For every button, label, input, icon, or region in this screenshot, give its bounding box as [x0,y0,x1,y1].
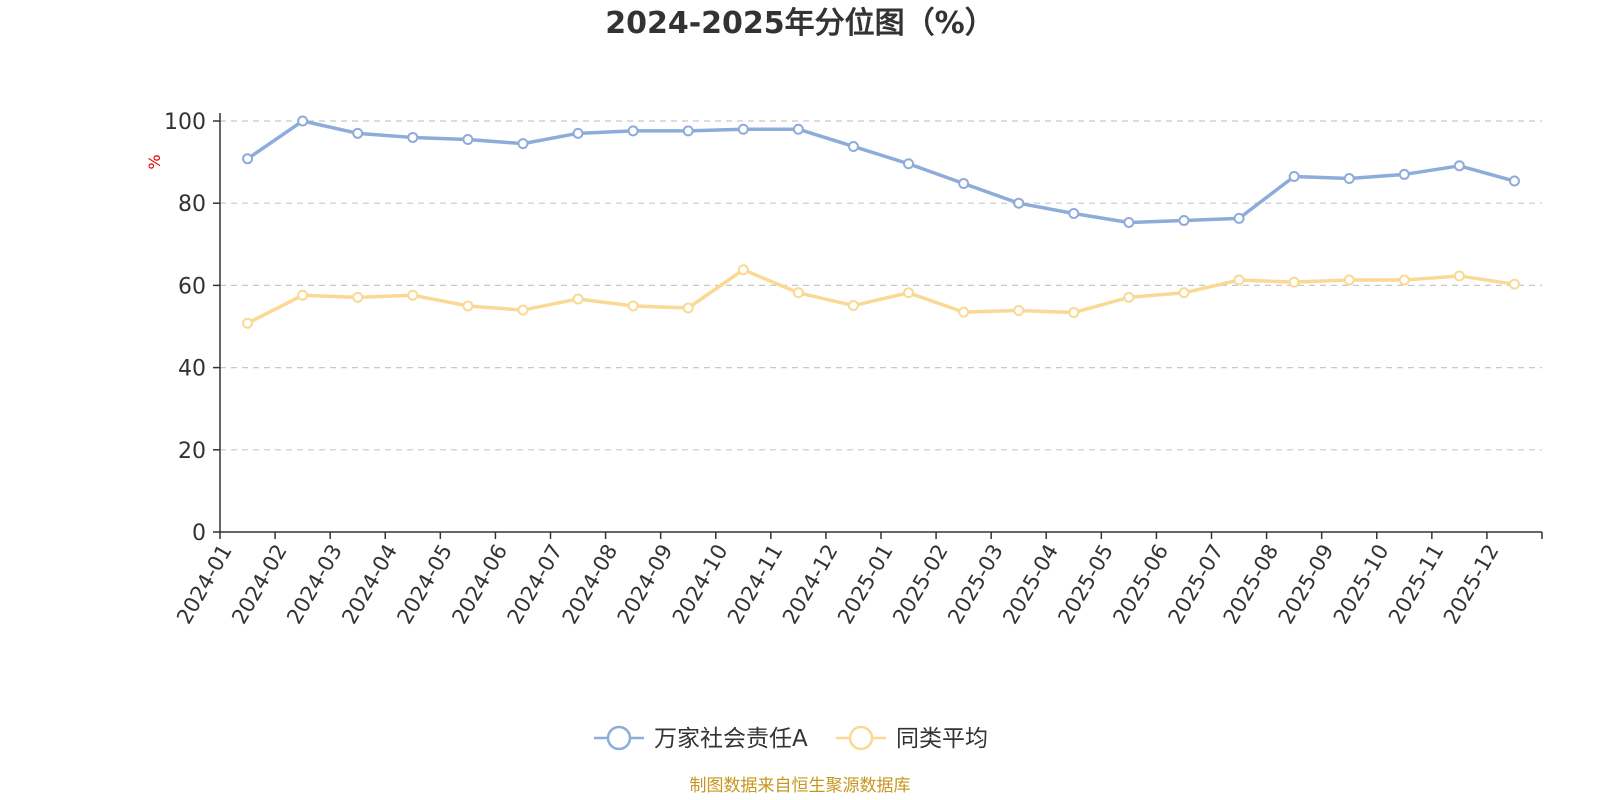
series-1-point-2025-12 [1508,278,1520,290]
series-0-point-2024-04 [407,131,419,143]
series-0-point-2024-11 [792,123,804,135]
series-1-point-2025-02 [958,306,970,318]
x-axis-tick-labels: 2024-012024-022024-032024-042024-052024-… [172,540,1504,628]
series-0-point-2024-02 [297,115,309,127]
series-1-point-2025-07 [1233,274,1245,286]
series-1-point-2024-05 [462,300,474,312]
series-1-point-2025-05 [1123,291,1135,303]
data-source-note: 制图数据来自恒生聚源数据库 [690,776,911,796]
series-0-point-2025-12 [1508,175,1520,187]
series-1-point-2024-12 [847,300,859,312]
series-line-0 [245,119,1517,225]
legend-label-0: 万家社会责任A [654,726,808,752]
series-0-point-2024-05 [462,133,474,145]
series-1-point-2025-08 [1288,276,1300,288]
series-1-point-2025-03 [1013,304,1025,316]
y-axis-tick-labels: 0 20 40 60 80 100 [164,110,206,546]
series-1-point-2025-01 [903,287,915,299]
y-axis-unit: % [145,154,164,169]
series-0-point-2024-01 [242,153,254,165]
series-0-point-2025-11 [1453,160,1465,172]
y-tick-label-100: 100 [164,110,206,135]
series-0-point-2024-03 [352,127,364,139]
grid-lines [220,120,1542,451]
series-1-point-2025-09 [1343,274,1355,286]
series-0-point-2024-08 [627,125,639,137]
series-0-point-2024-06 [517,138,529,150]
series-1-point-2025-10 [1398,274,1410,286]
series-0-point-2024-09 [682,125,694,137]
series-0-point-2024-10 [737,123,749,135]
chart-title: 2024-2025年分位图（%） [605,6,995,41]
series-0-point-2025-04 [1068,207,1080,219]
legend: 万家社会责任A 同类平均 [594,725,988,752]
series-1-point-2024-09 [682,302,694,314]
series-1-point-2024-07 [572,293,584,305]
series-1-point-2024-11 [792,287,804,299]
series-0-point-2025-01 [903,158,915,170]
series-0-point-2025-05 [1123,217,1135,229]
y-tick-label-60: 60 [178,274,206,299]
series-1-point-2024-06 [517,304,529,316]
series-0-point-2025-10 [1398,168,1410,180]
series-0-point-2025-03 [1013,197,1025,209]
legend-item-1: 同类平均 [836,725,988,752]
series-1-point-2025-11 [1453,270,1465,282]
y-tick-label-20: 20 [178,439,206,464]
x-tick-label-2025-12: 2025-12 [1439,540,1504,628]
series-1-point-2025-06 [1178,287,1190,299]
series-1-point-2024-01 [242,317,254,329]
series-0-point-2025-06 [1178,214,1190,226]
legend-marker-1 [848,725,874,751]
axes [213,113,1543,539]
y-tick-label-0: 0 [192,521,206,546]
legend-label-1: 同类平均 [896,726,988,752]
series-0-point-2025-09 [1343,173,1355,185]
series-1-point-2024-08 [627,300,639,312]
series-0-point-2025-07 [1233,212,1245,224]
series-1-point-2024-10 [737,264,749,276]
series-lines [242,115,1520,329]
series-0-point-2024-07 [572,127,584,139]
series-0-point-2025-02 [958,177,970,189]
y-tick-label-40: 40 [178,357,206,382]
series-0-point-2025-08 [1288,170,1300,182]
series-1-point-2025-04 [1068,307,1080,319]
series-0-point-2024-12 [847,140,859,152]
series-1-point-2024-02 [297,289,309,301]
series-1-point-2024-03 [352,291,364,303]
series-line-1 [245,268,1517,325]
legend-item-0: 万家社会责任A [594,725,808,752]
series-1-point-2024-04 [407,289,419,301]
y-tick-label-80: 80 [178,192,206,217]
legend-marker-0 [606,725,632,751]
